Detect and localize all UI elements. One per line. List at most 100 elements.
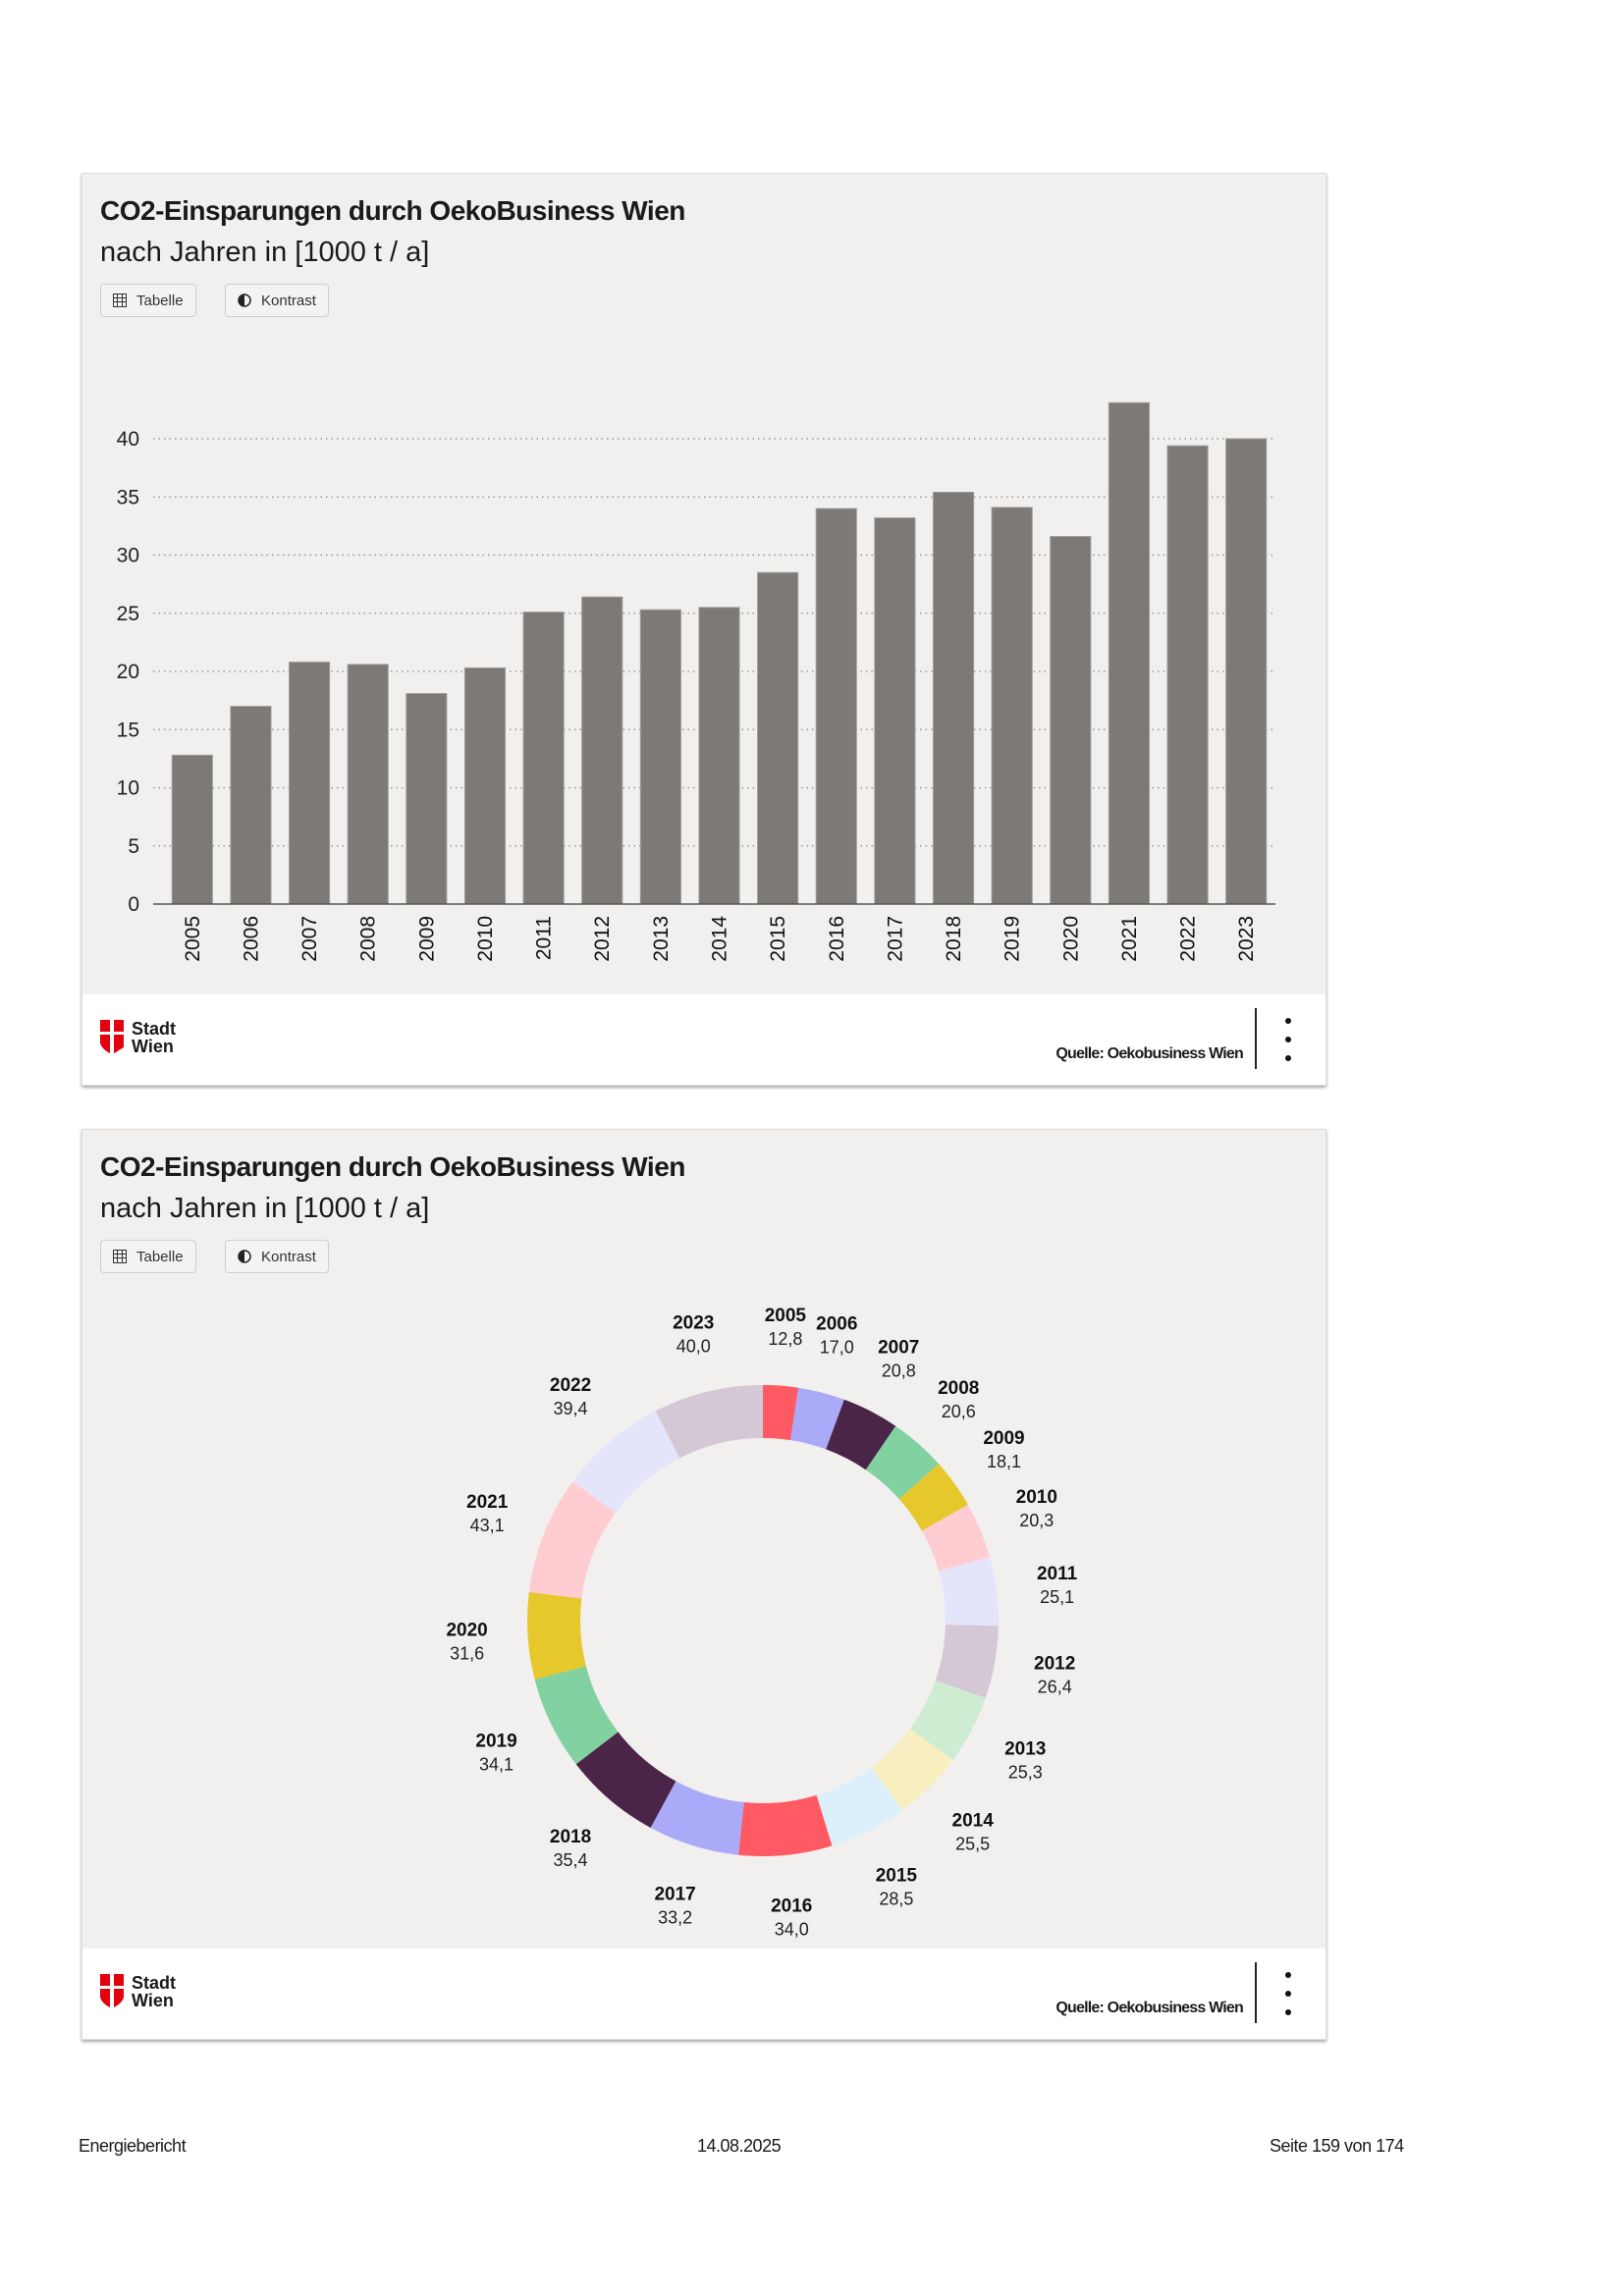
- slice-2009[interactable]: [898, 1464, 968, 1531]
- y-tick-label: 35: [117, 486, 139, 508]
- slice-label-value: 20,8: [882, 1362, 916, 1381]
- slice-label-year: 2018: [550, 1827, 591, 1847]
- slice-2016[interactable]: [738, 1794, 833, 1856]
- y-tick-label: 0: [128, 893, 139, 916]
- slice-label-value: 35,4: [554, 1850, 588, 1870]
- table-button-label: Tabelle: [136, 292, 184, 309]
- logo-line1: Stadt: [132, 1973, 176, 1993]
- slice-label-value: 12,8: [768, 1329, 802, 1349]
- x-tick-label: 2011: [533, 916, 556, 960]
- bar-2018[interactable]: [932, 492, 975, 905]
- slice-2013[interactable]: [909, 1681, 986, 1761]
- slice-2021[interactable]: [528, 1481, 616, 1599]
- bar-2022[interactable]: [1166, 445, 1209, 905]
- slice-label-value: 28,5: [879, 1890, 913, 1909]
- bar-2006[interactable]: [230, 706, 272, 905]
- contrast-button[interactable]: Kontrast: [225, 1240, 329, 1273]
- slice-label-value: 26,4: [1038, 1678, 1072, 1697]
- logo-line1: Stadt: [132, 1019, 176, 1039]
- slice-label-year: 2011: [1037, 1564, 1078, 1584]
- donut-chart: 2005 12,8 2006 17,0 2007 20,8 2008 20,6 2009 18,1…: [446, 1306, 1078, 1940]
- x-tick-label: 2022: [1177, 916, 1200, 962]
- bar-2023[interactable]: [1225, 438, 1268, 905]
- more-options-icon[interactable]: [1278, 1018, 1298, 1061]
- chart-title: CO2-Einsparungen durch OekoBusiness Wien: [100, 1151, 685, 1182]
- slice-label-value: 43,1: [470, 1516, 505, 1535]
- bar-2013[interactable]: [639, 609, 681, 905]
- bar-2020[interactable]: [1050, 536, 1092, 905]
- chart-subtitle: nach Jahren in [1000 t / a]: [100, 237, 430, 268]
- slice-label-year: 2013: [1004, 1739, 1046, 1760]
- table-button-label: Tabelle: [136, 1248, 184, 1265]
- x-tick-label: 2019: [1001, 916, 1024, 962]
- x-tick-label: 2023: [1235, 916, 1258, 962]
- slice-label-year: 2016: [771, 1896, 812, 1917]
- bar-2011[interactable]: [522, 612, 565, 905]
- bar-2007[interactable]: [289, 662, 331, 905]
- chart-title: CO2-Einsparungen durch OekoBusiness Wien: [100, 195, 685, 226]
- source-label: Quelle: Oekobusiness Wien: [1056, 2000, 1243, 2016]
- slice-label-value: 18,1: [987, 1452, 1021, 1471]
- bar-2015[interactable]: [757, 571, 799, 905]
- slice-label-year: 2015: [876, 1866, 918, 1887]
- x-tick-label: 2016: [826, 916, 848, 962]
- y-tick-label: 40: [117, 428, 139, 451]
- slice-label-year: 2007: [878, 1338, 919, 1359]
- slice-label-year: 2014: [952, 1810, 995, 1831]
- slice-label-year: 2019: [475, 1731, 516, 1751]
- page-number: Seite 159 von 174: [1270, 2136, 1404, 2156]
- slice-2020[interactable]: [527, 1591, 586, 1680]
- table-icon: [113, 294, 127, 307]
- table-button[interactable]: Tabelle: [100, 1240, 196, 1273]
- bar-2017[interactable]: [874, 517, 916, 905]
- bar-2005[interactable]: [171, 754, 213, 905]
- slice-2007[interactable]: [826, 1399, 896, 1470]
- slice-2015[interactable]: [816, 1767, 903, 1846]
- slice-2011[interactable]: [939, 1556, 999, 1627]
- contrast-button-label: Kontrast: [261, 1248, 316, 1265]
- card-footer: Stadt Wien Quelle: Oekobusiness Wien: [82, 994, 1326, 1085]
- slice-label-year: 2017: [654, 1884, 695, 1904]
- slice-label-value: 25,5: [955, 1834, 990, 1853]
- bar-2019[interactable]: [991, 507, 1033, 905]
- slice-2010[interactable]: [921, 1504, 991, 1572]
- contrast-icon: [238, 1250, 251, 1263]
- slice-2005[interactable]: [763, 1385, 799, 1441]
- slice-2008[interactable]: [865, 1425, 940, 1500]
- table-icon: [113, 1250, 127, 1263]
- contrast-button[interactable]: Kontrast: [225, 284, 329, 317]
- x-tick-label: 2007: [298, 916, 321, 962]
- slice-2019[interactable]: [534, 1666, 619, 1765]
- bar-2010[interactable]: [463, 667, 507, 905]
- contrast-button-label: Kontrast: [261, 292, 316, 309]
- more-options-icon[interactable]: [1278, 1972, 1298, 2015]
- bar-2009[interactable]: [406, 693, 448, 905]
- slice-label-year: 2008: [938, 1378, 979, 1399]
- y-tick-label: 20: [117, 661, 139, 683]
- x-tick-label: 2008: [357, 916, 380, 962]
- slice-2006[interactable]: [790, 1387, 844, 1450]
- slice-label-value: 34,1: [479, 1754, 514, 1774]
- slice-2012[interactable]: [935, 1625, 999, 1698]
- bar-2021[interactable]: [1108, 401, 1150, 905]
- bar-2012[interactable]: [581, 596, 623, 905]
- slice-2018[interactable]: [575, 1732, 677, 1828]
- x-tick-label: 2012: [591, 916, 614, 962]
- y-tick-label: 25: [117, 603, 139, 625]
- y-tick-label: 10: [117, 777, 139, 800]
- slice-2014[interactable]: [871, 1729, 953, 1811]
- bar-chart-card: CO2-Einsparungen durch OekoBusiness Wien…: [81, 173, 1326, 1086]
- slice-label-year: 2005: [765, 1306, 807, 1326]
- bar-2016[interactable]: [815, 507, 857, 905]
- slice-2023[interactable]: [655, 1385, 763, 1459]
- bar-2008[interactable]: [347, 664, 389, 905]
- document-name: Energiebericht: [79, 2136, 187, 2156]
- slice-2017[interactable]: [650, 1781, 744, 1855]
- x-tick-label: 2020: [1059, 916, 1082, 962]
- x-tick-label: 2021: [1118, 916, 1141, 962]
- chart-subtitle: nach Jahren in [1000 t / a]: [100, 1193, 430, 1224]
- table-button[interactable]: Tabelle: [100, 284, 196, 317]
- bar-2014[interactable]: [698, 607, 740, 905]
- x-tick-label: 2014: [709, 916, 731, 962]
- slice-2022[interactable]: [572, 1411, 680, 1514]
